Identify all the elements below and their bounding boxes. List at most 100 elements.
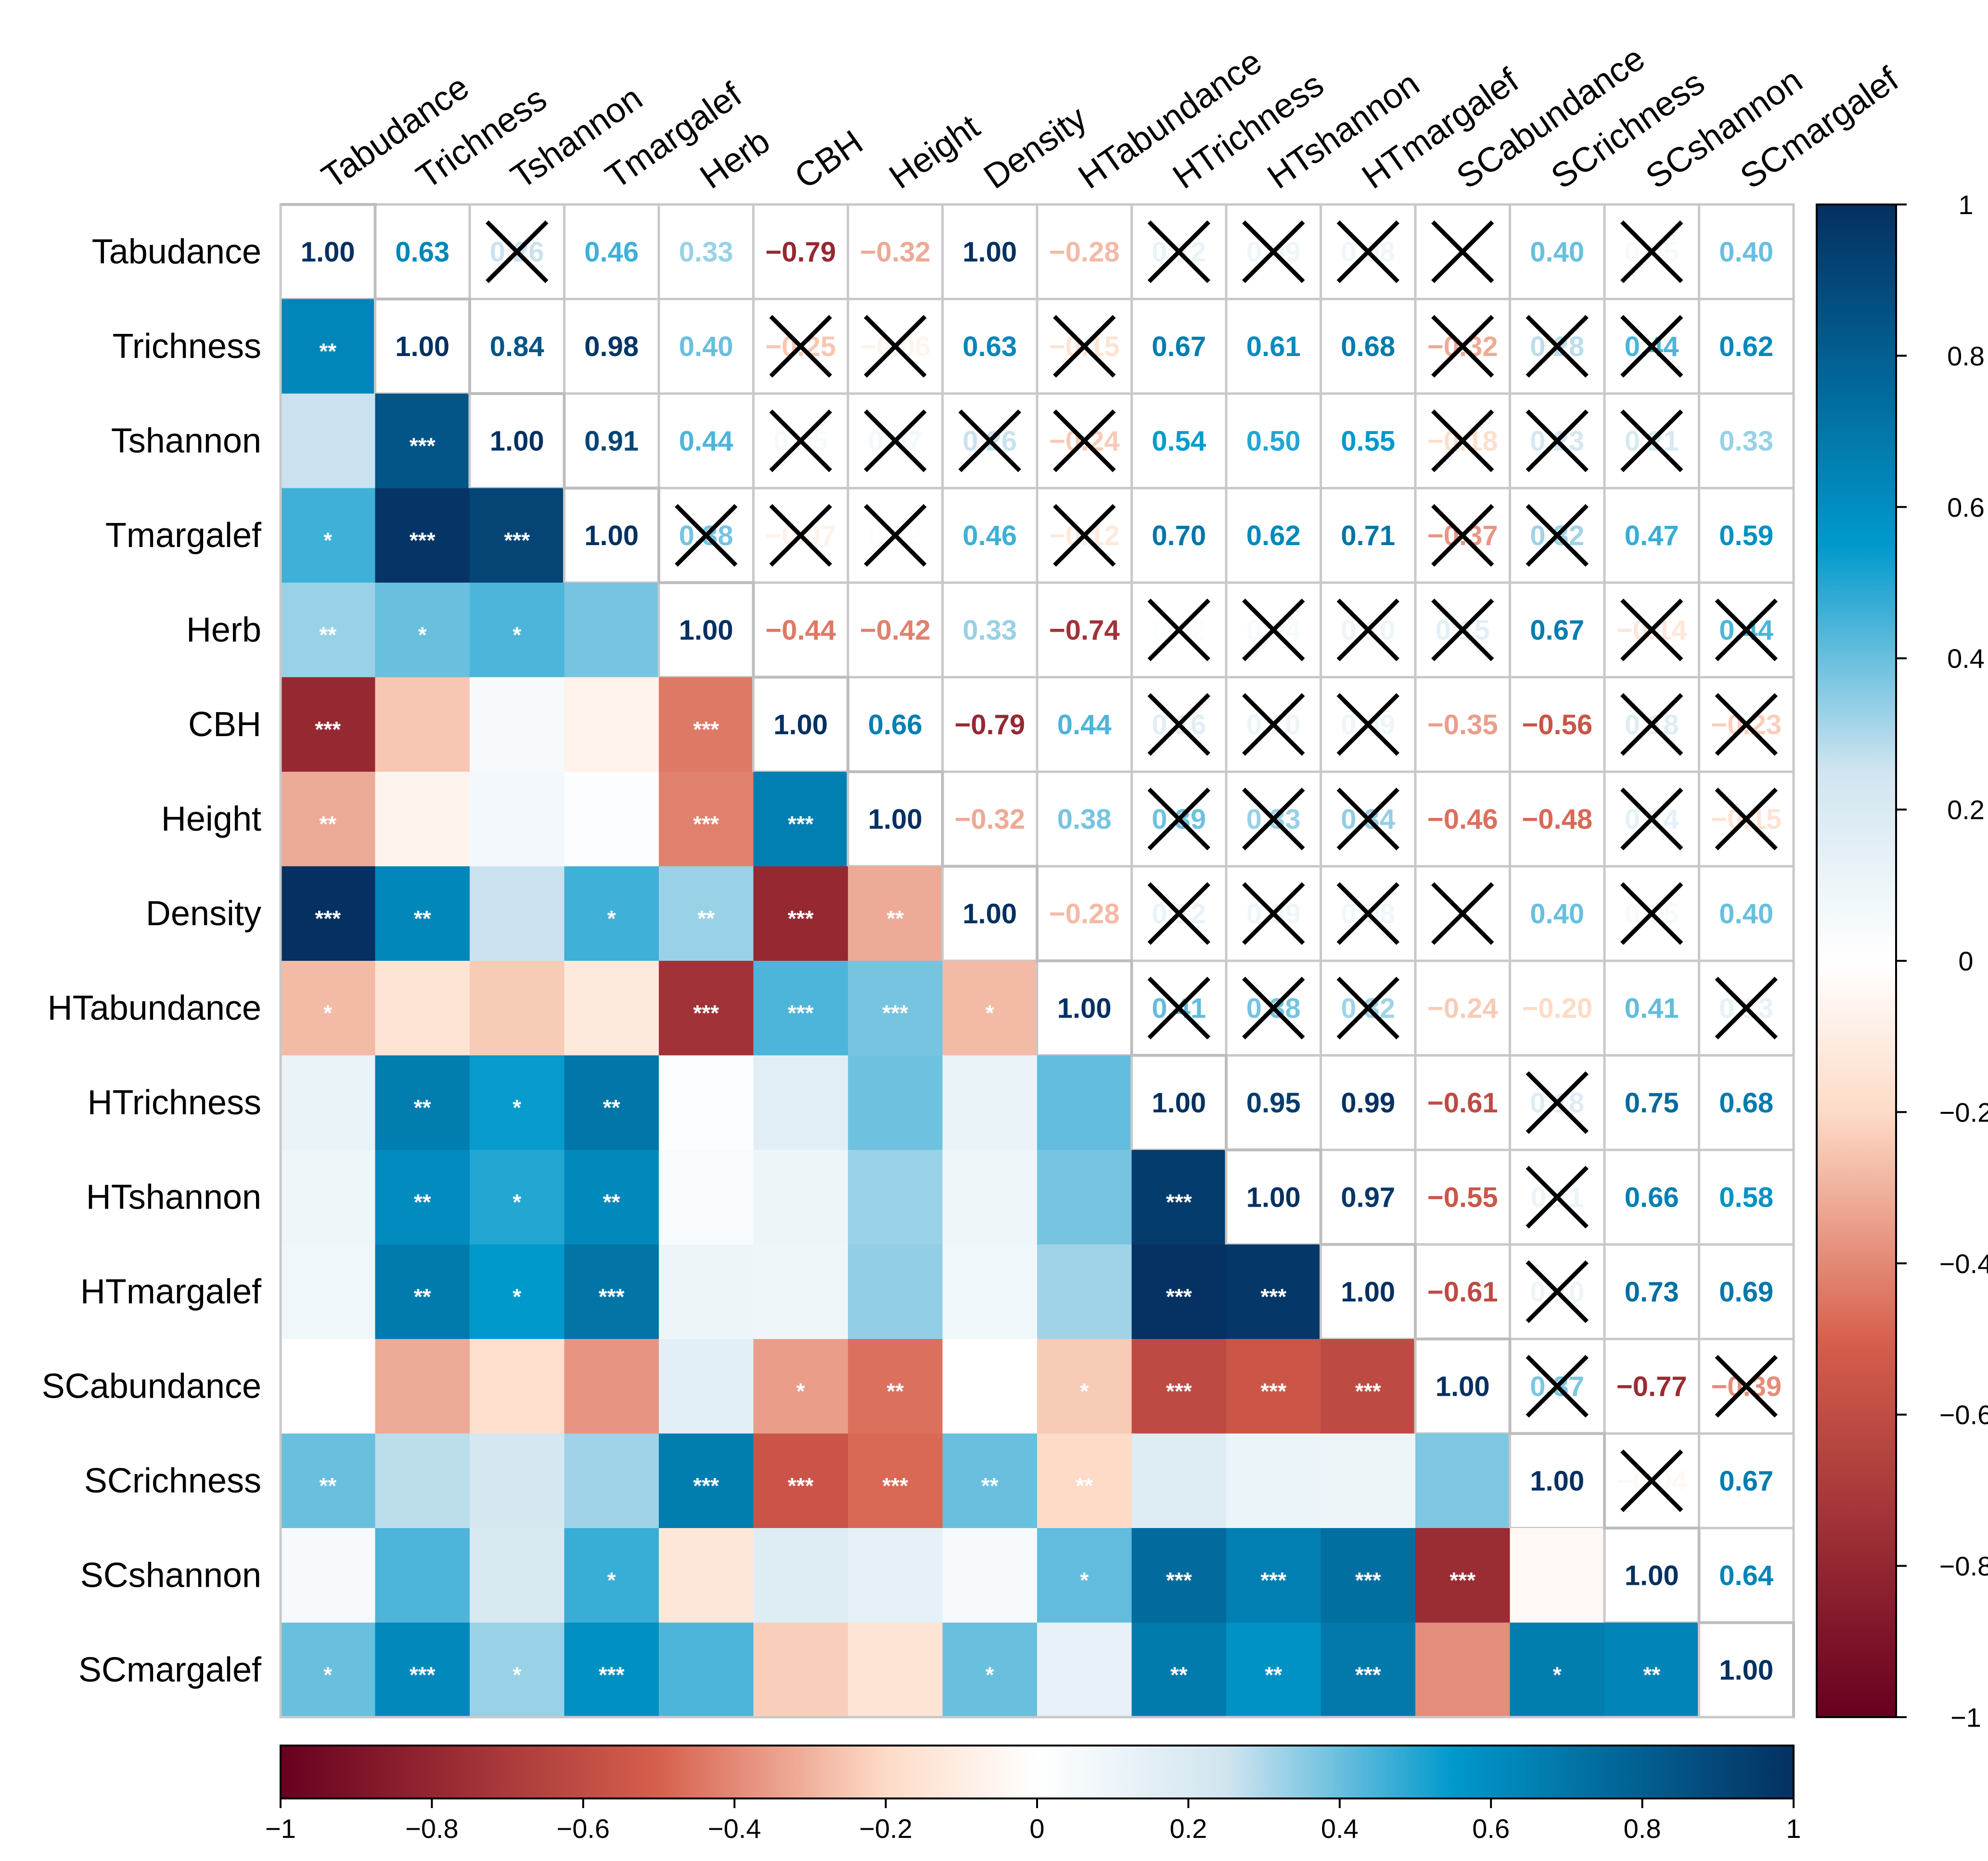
nonsignificant-cross xyxy=(769,315,832,378)
significance-stars: * xyxy=(986,1662,994,1687)
heatmap-cell xyxy=(564,772,659,867)
coefficient-cell xyxy=(1698,1432,1795,1530)
heatmap-cell xyxy=(1131,1433,1226,1528)
heatmap-cell xyxy=(564,866,659,961)
heatmap-cells: 1.000.630.260.460.33−0.79−0.321.00−0.280… xyxy=(279,203,1795,1719)
nonsignificant-cross xyxy=(1147,693,1210,756)
nonsignificant-cross xyxy=(1053,504,1116,567)
coefficient-label: 0.67 xyxy=(1152,331,1206,362)
staircase-line xyxy=(281,203,1795,1717)
colorbar-tick-label: 0 xyxy=(1958,946,1973,976)
significance-stars: *** xyxy=(788,906,814,931)
coefficient-label: 0.68 xyxy=(1341,331,1395,362)
heatmap-cell xyxy=(1415,1622,1510,1717)
significance-stars: * xyxy=(323,1662,332,1687)
coefficient-cell xyxy=(941,203,1039,300)
significance-stars: ** xyxy=(414,1189,431,1214)
heatmap-cell xyxy=(564,1244,659,1339)
heatmap-cell xyxy=(1321,1339,1415,1434)
heatmap-cell xyxy=(753,1528,848,1623)
coefficient-label: 0.73 xyxy=(1625,1276,1679,1308)
heatmap-cell xyxy=(281,488,375,583)
significance-stars: *** xyxy=(410,528,436,553)
nonsignificant-cross xyxy=(1242,599,1305,662)
nonsignificant-cross xyxy=(864,409,927,472)
coefficient-label: −0.61 xyxy=(1427,1276,1498,1308)
heatmap-cell xyxy=(281,1433,375,1528)
heatmap-cell xyxy=(659,1528,754,1623)
heatmap-cell xyxy=(375,1433,470,1528)
nonsignificant-cross xyxy=(1431,882,1494,945)
heatmap-cell xyxy=(375,583,470,677)
coefficient-cell xyxy=(1414,770,1511,867)
heatmap-cell xyxy=(564,1528,659,1623)
significance-stars: *** xyxy=(315,717,341,742)
row-label: HTabundance xyxy=(48,989,261,1027)
row-label: HTmargalef xyxy=(80,1273,262,1311)
significance-stars: ** xyxy=(1265,1662,1282,1687)
heatmap-cell xyxy=(659,1622,754,1717)
significance-stars: * xyxy=(513,622,521,647)
nonsignificant-cross xyxy=(864,504,927,567)
coefficient-label: 0.44 xyxy=(1057,709,1112,740)
nonsignificant-cross xyxy=(1620,599,1683,662)
coefficient-label: 0.98 xyxy=(584,331,639,362)
coefficient-cell xyxy=(1130,298,1228,395)
significance-stars: ** xyxy=(319,1473,336,1498)
column-label: Density xyxy=(977,99,1094,196)
coefficient-cell xyxy=(1698,1527,1795,1624)
coefficient-label: −0.32 xyxy=(860,236,931,268)
significance-stars: * xyxy=(323,528,332,553)
row-label: Height xyxy=(161,800,261,838)
significance-stars: *** xyxy=(410,433,436,458)
colorbar-tick-label: 1 xyxy=(1958,190,1973,220)
colorbar-tick-label: 0.8 xyxy=(1947,341,1985,371)
heatmap-cell xyxy=(470,488,564,583)
coefficient-label: −0.61 xyxy=(1427,1087,1498,1119)
significance-stars: ** xyxy=(1643,1662,1660,1687)
coefficient-label: 0.44 xyxy=(679,425,733,457)
row-label: CBH xyxy=(188,705,261,744)
coefficient-cell xyxy=(847,676,944,773)
coefficient-label: −0.74 xyxy=(1049,614,1120,646)
significance-stars: *** xyxy=(788,1000,814,1025)
triangle-boundary xyxy=(281,203,1795,1717)
heatmap-cell xyxy=(942,1528,1037,1623)
heatmap-cell xyxy=(659,1150,754,1245)
nonsignificant-cross xyxy=(1526,1166,1589,1229)
heatmap-cell xyxy=(659,1433,754,1528)
nonsignificant-cross xyxy=(1242,882,1305,945)
heatmap-cell xyxy=(375,772,470,867)
row-label: Density xyxy=(146,894,261,933)
heatmap-cell xyxy=(1415,1433,1510,1528)
significance-stars: ** xyxy=(1170,1662,1188,1687)
significance-stars: *** xyxy=(693,1000,719,1025)
coefficient-label: 0.64 xyxy=(1719,1560,1773,1591)
coefficient-label: 0.33 xyxy=(679,236,733,268)
significance-stars: ** xyxy=(603,1095,620,1120)
coefficient-label: 0.71 xyxy=(1341,520,1395,551)
heatmap-cell xyxy=(659,677,754,772)
heatmap-cell xyxy=(1510,1528,1604,1623)
coefficient-label: 0.46 xyxy=(584,236,639,268)
significance-stars: *** xyxy=(410,1662,436,1687)
coefficient-cell xyxy=(1509,959,1606,1057)
significance-stars: ** xyxy=(981,1473,999,1498)
significance-stars: * xyxy=(323,1000,332,1025)
coefficient-label: 0.40 xyxy=(679,331,733,362)
heatmap-cell xyxy=(281,866,375,961)
coefficient-label: 0.40 xyxy=(1530,236,1584,268)
coefficient-label: 0.61 xyxy=(1246,331,1301,362)
nonsignificant-cross xyxy=(1147,220,1210,283)
coefficient-label: −0.28 xyxy=(1049,898,1120,930)
heatmap-cell xyxy=(753,1150,848,1245)
coefficient-label: 1.00 xyxy=(1530,1466,1584,1497)
nonsignificant-cross xyxy=(1147,977,1210,1040)
heatmap-cell xyxy=(470,1150,564,1245)
heatmap-cell xyxy=(848,1244,943,1339)
heatmap-cell xyxy=(942,1339,1037,1434)
heatmap-cell xyxy=(375,1055,470,1150)
heatmap-cell xyxy=(659,866,754,961)
coefficient-cell xyxy=(941,298,1039,395)
heatmap-cell xyxy=(1131,1150,1226,1245)
